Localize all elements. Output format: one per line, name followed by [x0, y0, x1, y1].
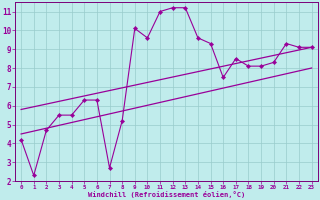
X-axis label: Windchill (Refroidissement éolien,°C): Windchill (Refroidissement éolien,°C): [88, 191, 245, 198]
